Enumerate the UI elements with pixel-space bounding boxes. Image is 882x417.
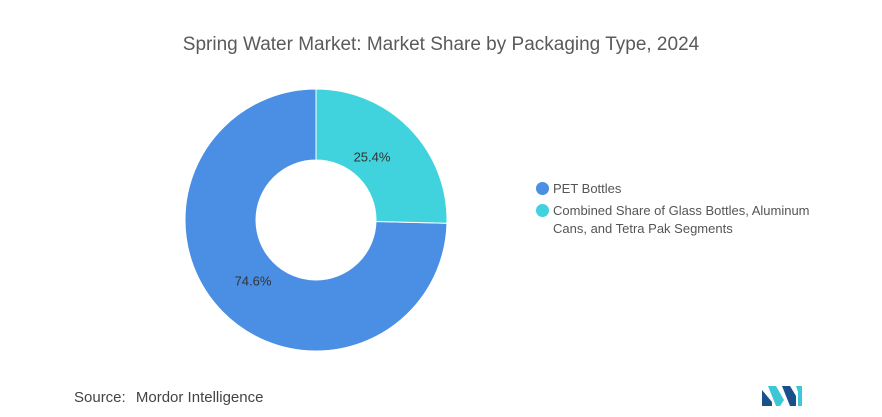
donut-slice-0 xyxy=(184,88,448,352)
chart-legend: PET Bottles Combined Share of Glass Bott… xyxy=(536,180,836,242)
donut-data-label-1: 25.4% xyxy=(354,149,391,164)
legend-swatch-combined-share xyxy=(536,204,549,217)
donut-slices xyxy=(184,88,448,352)
legend-label-pet-bottles: PET Bottles xyxy=(553,181,622,196)
donut-labels: 74.6% 25.4% xyxy=(235,149,391,288)
source-value: Mordor Intelligence xyxy=(135,389,264,406)
legend-label-combined-share: Combined Share of Glass Bottles, Aluminu… xyxy=(553,203,810,236)
source-label: Source: xyxy=(74,389,126,406)
legend-swatch-pet-bottles xyxy=(536,182,549,195)
mordor-intelligence-logo-icon xyxy=(762,386,802,406)
donut-slice-1 xyxy=(315,88,448,224)
chart-title: Spring Water Market: Market Share by Pac… xyxy=(182,34,700,55)
legend-item-combined-share: Combined Share of Glass Bottles, Aluminu… xyxy=(536,202,836,238)
legend-item-pet-bottles: PET Bottles xyxy=(536,180,836,198)
donut-data-label-0: 74.6% xyxy=(235,273,272,288)
source-note: Source: Mordor Intelligence xyxy=(74,389,263,406)
